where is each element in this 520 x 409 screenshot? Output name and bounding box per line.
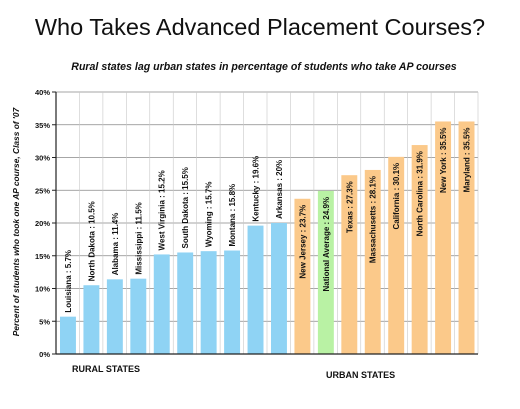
- bar-data-label: Louisiana : 5.7%: [64, 250, 73, 313]
- y-tick-label: 30%: [35, 154, 50, 163]
- bar: [341, 175, 358, 354]
- bar: [411, 145, 428, 354]
- bar-data-label: New Jersey : 23.7%: [298, 205, 307, 279]
- bar: [83, 285, 100, 354]
- chart-subtitle: Rural states lag urban states in percent…: [71, 61, 457, 73]
- rural-group-label: RURAL STATES: [72, 364, 141, 374]
- bar-data-label: Alabama : 11.4%: [111, 213, 120, 276]
- bar-data-label: Kentucky : 19.6%: [252, 156, 261, 222]
- chart-title: Who Takes Advanced Placement Courses?: [34, 14, 486, 40]
- bar-data-label: Maryland : 35.5%: [463, 127, 472, 192]
- bar: [458, 121, 475, 354]
- y-tick-label: 20%: [35, 219, 50, 228]
- bar-data-label: California : 30.1%: [392, 163, 401, 230]
- y-tick-label: 40%: [35, 88, 50, 97]
- bar-data-label: New York : 35.5%: [439, 127, 448, 193]
- bar: [200, 251, 217, 354]
- bar: [294, 198, 311, 354]
- bar-data-label: Texas : 27.3%: [345, 181, 354, 233]
- bar: [271, 223, 287, 354]
- bar-data-label: Mississippi : 11.5%: [134, 202, 143, 274]
- bar-data-label: North Dakota : 10.5%: [87, 201, 96, 281]
- bar-data-label: West Virginia : 15.2%: [158, 170, 167, 250]
- y-tick-label: 0%: [39, 350, 50, 359]
- bar-data-label: South Dakota : 15.5%: [181, 167, 190, 248]
- y-tick-label: 5%: [39, 317, 50, 326]
- bar: [224, 250, 241, 354]
- bar-data-label: National Average : 24.9%: [322, 197, 331, 292]
- bar-data-label: Massachusetts : 28.1%: [369, 176, 378, 263]
- bar: [177, 252, 194, 354]
- bar-data-label: Wyoming : 15.7%: [205, 182, 214, 248]
- bar: [435, 121, 452, 354]
- bar: [317, 190, 334, 354]
- urban-group-label: URBAN STATES: [326, 370, 396, 380]
- bar-data-label: Montana : 15.8%: [228, 184, 237, 247]
- bar: [153, 254, 170, 354]
- bar: [388, 156, 405, 354]
- y-tick-label: 15%: [35, 252, 50, 261]
- bar-data-label: North Carolina : 31.9%: [416, 151, 425, 236]
- bar: [60, 316, 76, 354]
- y-tick-label: 35%: [35, 121, 50, 130]
- bar: [130, 278, 147, 354]
- bar: [247, 225, 264, 354]
- bar: [106, 279, 123, 354]
- bar-data-label: Arkansas : 20%: [275, 160, 284, 219]
- bar: [364, 169, 381, 354]
- y-tick-label: 25%: [35, 186, 50, 195]
- y-tick-label: 10%: [35, 285, 50, 294]
